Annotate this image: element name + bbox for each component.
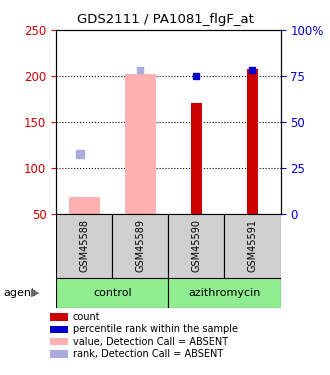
Text: azithromycin: azithromycin [188,288,261,297]
Text: GSM45591: GSM45591 [248,219,257,272]
Text: GDS2111 / PA1081_flgF_at: GDS2111 / PA1081_flgF_at [77,13,253,26]
Text: GSM45590: GSM45590 [191,219,201,272]
Bar [168,278,280,308]
Text: GSM45588: GSM45588 [79,219,89,272]
Text: value, Detection Call = ABSENT: value, Detection Call = ABSENT [73,337,228,346]
Bar [56,278,168,308]
Text: percentile rank within the sample: percentile rank within the sample [73,324,238,334]
Bar [224,214,280,278]
Bar [125,74,156,214]
Bar [69,197,100,214]
Bar [112,214,168,278]
Text: GSM45589: GSM45589 [135,219,145,272]
Text: agent: agent [3,288,36,297]
Bar [56,214,112,278]
Text: count: count [73,312,100,322]
Bar [168,214,224,278]
Text: control: control [93,288,132,297]
Bar [191,104,202,214]
Text: rank, Detection Call = ABSENT: rank, Detection Call = ABSENT [73,349,223,359]
Text: ▶: ▶ [31,288,40,297]
Bar [247,69,258,214]
